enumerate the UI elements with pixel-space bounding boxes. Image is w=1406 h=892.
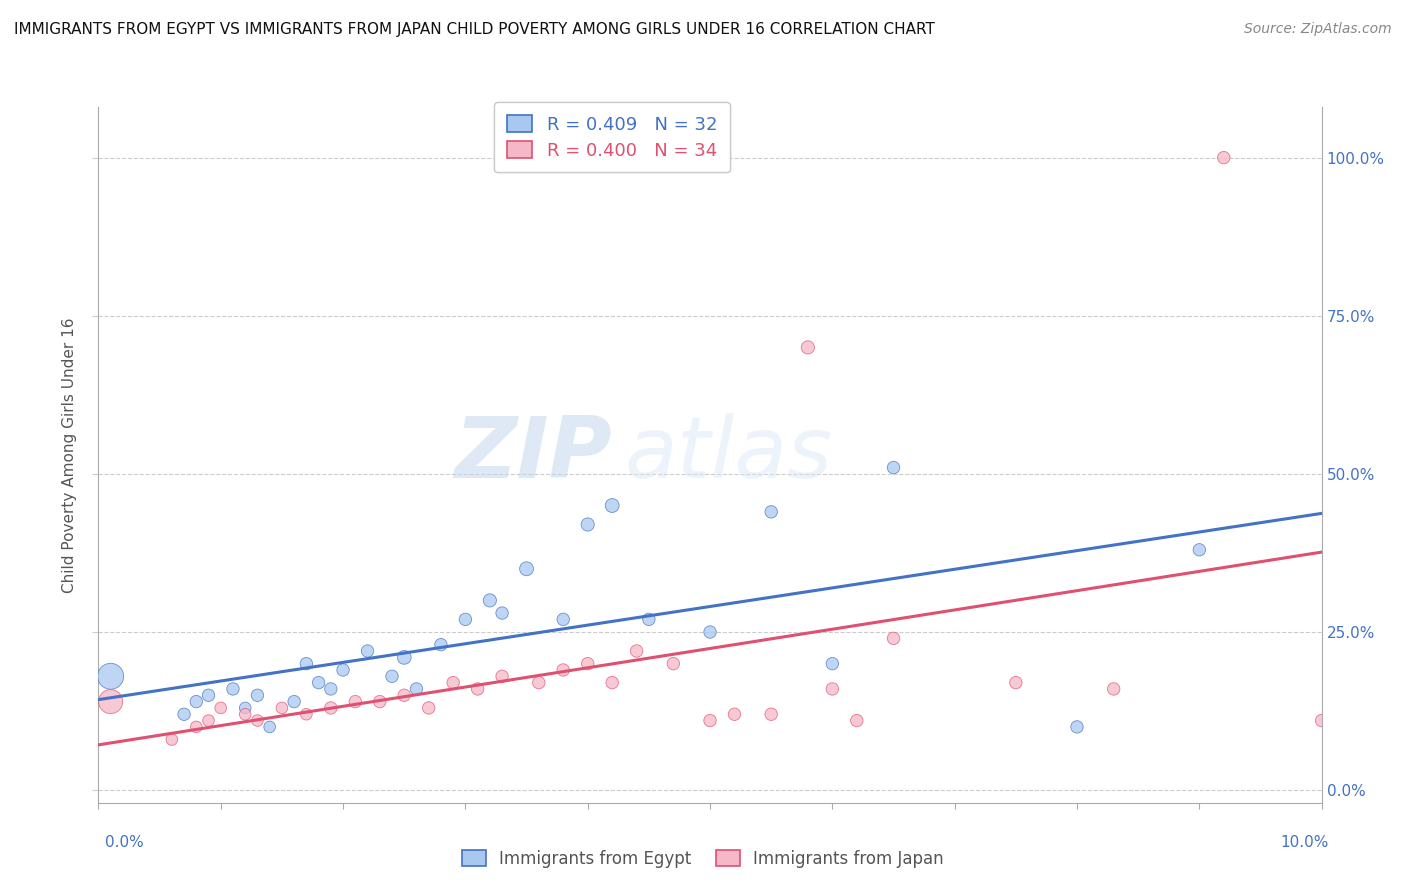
Point [186, 695, 208, 709]
Point [197, 714, 219, 728]
Point [553, 663, 575, 677]
Point [527, 675, 550, 690]
Point [319, 681, 342, 696]
Point [233, 707, 256, 722]
Point [295, 707, 318, 722]
Point [553, 612, 575, 626]
Point [1102, 681, 1125, 696]
Point [222, 681, 245, 696]
Point [883, 460, 905, 475]
Point [392, 650, 416, 665]
Point [662, 657, 685, 671]
Point [600, 499, 623, 513]
Point [1310, 714, 1333, 728]
Point [1212, 151, 1234, 165]
Point [699, 625, 721, 640]
Point [576, 517, 599, 532]
Point [209, 701, 232, 715]
Point [441, 675, 464, 690]
Point [233, 701, 256, 715]
Point [308, 675, 330, 690]
Text: ZIP: ZIP [454, 413, 612, 497]
Point [259, 720, 281, 734]
Point [344, 695, 367, 709]
Text: 10.0%: 10.0% [1281, 836, 1329, 850]
Point [883, 632, 905, 646]
Point [516, 562, 538, 576]
Point [576, 657, 599, 671]
Point [197, 688, 219, 702]
Point [418, 701, 440, 715]
Point [478, 593, 501, 607]
Point [626, 644, 648, 658]
Point [759, 505, 782, 519]
Point [845, 714, 868, 728]
Point [491, 669, 513, 683]
Point [491, 606, 513, 620]
Point [759, 707, 782, 722]
Point [381, 669, 404, 683]
Point [723, 707, 745, 722]
Text: atlas: atlas [624, 413, 832, 497]
Point [1066, 720, 1088, 734]
Point [100, 695, 122, 709]
Point [283, 695, 305, 709]
Point [699, 714, 721, 728]
Point [392, 688, 416, 702]
Y-axis label: Child Poverty Among Girls Under 16: Child Poverty Among Girls Under 16 [62, 318, 77, 592]
Point [821, 681, 844, 696]
Point [1004, 675, 1026, 690]
Point [637, 612, 661, 626]
Text: Source: ZipAtlas.com: Source: ZipAtlas.com [1244, 22, 1392, 37]
Point [100, 669, 122, 683]
Point [454, 612, 477, 626]
Legend: Immigrants from Egypt, Immigrants from Japan: Immigrants from Egypt, Immigrants from J… [456, 844, 950, 875]
Point [295, 657, 318, 671]
Point [405, 681, 427, 696]
Point [600, 675, 623, 690]
Point [246, 688, 269, 702]
Point [368, 695, 391, 709]
Point [160, 732, 183, 747]
Point [821, 657, 844, 671]
Point [356, 644, 378, 658]
Legend: R = 0.409   N = 32, R = 0.400   N = 34: R = 0.409 N = 32, R = 0.400 N = 34 [495, 103, 730, 172]
Text: 0.0%: 0.0% [105, 836, 145, 850]
Point [1188, 542, 1211, 557]
Point [173, 707, 195, 722]
Point [332, 663, 354, 677]
Point [270, 701, 292, 715]
Point [797, 340, 820, 354]
Point [430, 638, 453, 652]
Point [467, 681, 489, 696]
Point [246, 714, 269, 728]
Point [319, 701, 342, 715]
Point [186, 720, 208, 734]
Text: IMMIGRANTS FROM EGYPT VS IMMIGRANTS FROM JAPAN CHILD POVERTY AMONG GIRLS UNDER 1: IMMIGRANTS FROM EGYPT VS IMMIGRANTS FROM… [14, 22, 935, 37]
